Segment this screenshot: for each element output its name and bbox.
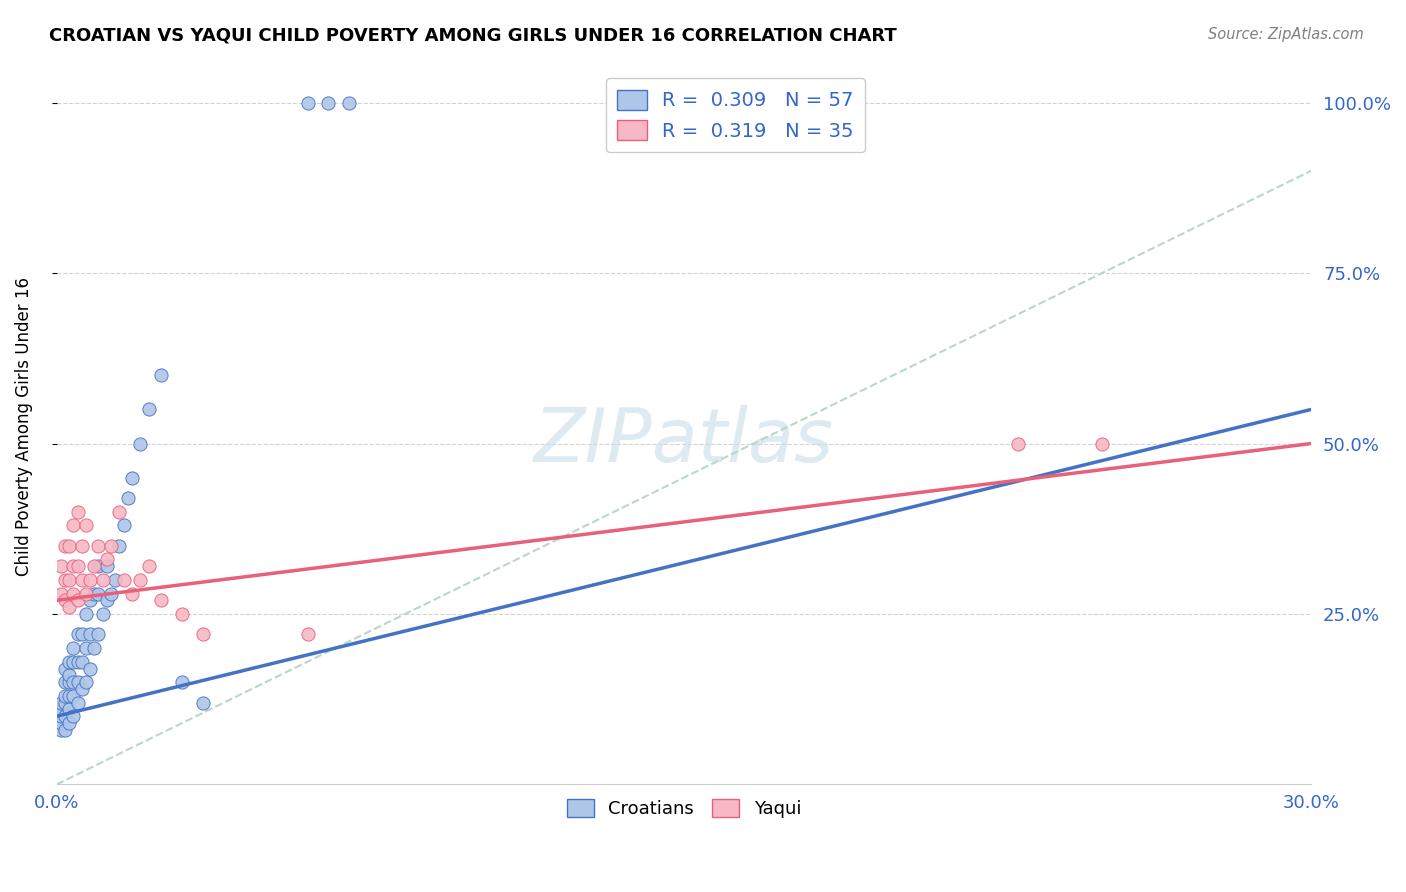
Point	[96, 559, 118, 574]
Point	[66, 675, 89, 690]
Point	[83, 559, 105, 574]
Point	[70, 681, 93, 696]
Point	[100, 539, 122, 553]
Point	[138, 559, 160, 574]
Point	[62, 559, 84, 574]
Point	[49, 696, 72, 710]
Point	[49, 709, 72, 723]
Point	[170, 675, 193, 690]
Point	[62, 518, 84, 533]
Point	[1007, 436, 1029, 450]
Point	[170, 607, 193, 621]
Point	[129, 436, 152, 450]
Point	[91, 607, 114, 621]
Point	[58, 689, 80, 703]
Point	[53, 593, 76, 607]
Point	[66, 655, 89, 669]
Text: ZIPatlas: ZIPatlas	[534, 405, 834, 477]
Point	[79, 573, 101, 587]
Point	[62, 709, 84, 723]
Point	[75, 641, 97, 656]
Point	[129, 573, 152, 587]
Point	[121, 586, 143, 600]
Point	[66, 627, 89, 641]
Text: Source: ZipAtlas.com: Source: ZipAtlas.com	[1208, 27, 1364, 42]
Point	[87, 586, 110, 600]
Point	[53, 689, 76, 703]
Point	[66, 505, 89, 519]
Point	[318, 95, 340, 110]
Point	[53, 573, 76, 587]
Point	[121, 470, 143, 484]
Point	[87, 559, 110, 574]
Point	[62, 655, 84, 669]
Point	[75, 675, 97, 690]
Point	[337, 95, 360, 110]
Point	[70, 655, 93, 669]
Point	[1091, 436, 1114, 450]
Legend: Croatians, Yaqui: Croatians, Yaqui	[560, 792, 808, 825]
Point	[66, 696, 89, 710]
Point	[62, 641, 84, 656]
Point	[53, 661, 76, 675]
Point	[87, 627, 110, 641]
Text: CROATIAN VS YAQUI CHILD POVERTY AMONG GIRLS UNDER 16 CORRELATION CHART: CROATIAN VS YAQUI CHILD POVERTY AMONG GI…	[49, 27, 897, 45]
Point	[70, 539, 93, 553]
Point	[108, 539, 131, 553]
Point	[49, 586, 72, 600]
Point	[150, 368, 173, 383]
Y-axis label: Child Poverty Among Girls Under 16: Child Poverty Among Girls Under 16	[15, 277, 32, 576]
Point	[53, 675, 76, 690]
Point	[108, 505, 131, 519]
Point	[297, 627, 319, 641]
Point	[58, 655, 80, 669]
Point	[112, 518, 135, 533]
Point	[100, 586, 122, 600]
Point	[150, 593, 173, 607]
Point	[58, 716, 80, 731]
Point	[49, 702, 72, 716]
Point	[58, 668, 80, 682]
Point	[79, 593, 101, 607]
Point	[75, 607, 97, 621]
Point	[87, 539, 110, 553]
Point	[104, 573, 127, 587]
Point	[53, 723, 76, 737]
Point	[58, 702, 80, 716]
Point	[191, 627, 214, 641]
Point	[70, 573, 93, 587]
Point	[79, 627, 101, 641]
Point	[138, 402, 160, 417]
Point	[62, 675, 84, 690]
Point	[58, 539, 80, 553]
Point	[49, 716, 72, 731]
Point	[191, 696, 214, 710]
Point	[83, 641, 105, 656]
Point	[75, 586, 97, 600]
Point	[83, 586, 105, 600]
Point	[58, 600, 80, 615]
Point	[112, 573, 135, 587]
Point	[75, 518, 97, 533]
Point	[62, 689, 84, 703]
Point	[96, 552, 118, 566]
Point	[53, 709, 76, 723]
Point	[49, 723, 72, 737]
Point	[66, 593, 89, 607]
Point	[53, 539, 76, 553]
Point	[53, 696, 76, 710]
Point	[79, 661, 101, 675]
Point	[297, 95, 319, 110]
Point	[49, 559, 72, 574]
Point	[58, 675, 80, 690]
Point	[70, 627, 93, 641]
Point	[96, 593, 118, 607]
Point	[117, 491, 139, 505]
Point	[58, 573, 80, 587]
Point	[91, 573, 114, 587]
Point	[62, 586, 84, 600]
Point	[66, 559, 89, 574]
